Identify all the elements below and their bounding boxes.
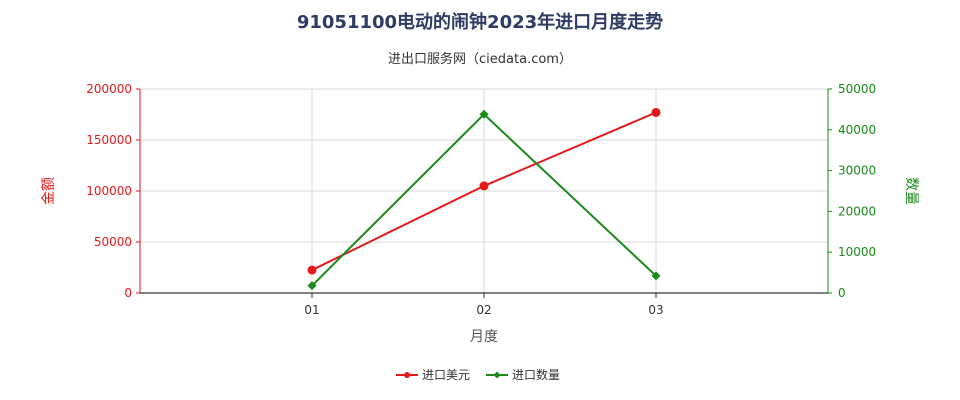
data-point-amount (479, 181, 489, 191)
legend-item-quantity[interactable]: 进口数量 (486, 367, 560, 382)
y-right-tick-label: 20000 (838, 204, 876, 218)
legend-marker (404, 372, 410, 378)
y-right-tick-label: 50000 (838, 82, 876, 96)
data-point-amount (651, 107, 661, 117)
data-point-amount (307, 265, 317, 275)
chart-title: 91051100电动的闹钟2023年进口月度走势 (296, 12, 664, 33)
chart-subtitle: 进出口服务网（ciedata.com） (388, 52, 572, 67)
data-point-quantity (651, 271, 661, 281)
grid (140, 88, 828, 294)
x-axis-title: 月度 (470, 329, 498, 345)
y-left-tick-label: 50000 (94, 235, 132, 249)
y-axis-right-title: 数量 (903, 177, 919, 205)
x-tick-label: 01 (304, 303, 319, 317)
y-axis-left-title: 金额 (41, 177, 57, 205)
x-tick-label: 03 (648, 303, 663, 317)
legend-marker (493, 371, 501, 379)
legend-label: 进口美元 (422, 368, 470, 382)
y-left-tick-label: 0 (124, 286, 132, 300)
legend-item-amount[interactable]: 进口美元 (396, 368, 470, 382)
axes (136, 88, 832, 298)
y-left-tick-label: 150000 (86, 133, 132, 147)
ticks: 0 50000 100000 150000 200000 01 02 03 0 10000 2000… (86, 82, 876, 317)
data-point-quantity (307, 281, 317, 291)
y-left-tick-label: 100000 (86, 184, 132, 198)
y-right-tick-label: 40000 (838, 123, 876, 137)
y-right-tick-label: 0 (838, 286, 846, 300)
y-left-tick-label: 200000 (86, 82, 132, 96)
x-tick-label: 02 (476, 303, 491, 317)
legend-label: 进口数量 (512, 367, 560, 382)
legend[interactable]: 进口美元 进口数量 (396, 367, 560, 382)
data-point-quantity (479, 109, 489, 119)
y-right-tick-label: 10000 (838, 245, 876, 259)
series-layer (307, 107, 661, 291)
y-right-tick-label: 30000 (838, 164, 876, 178)
